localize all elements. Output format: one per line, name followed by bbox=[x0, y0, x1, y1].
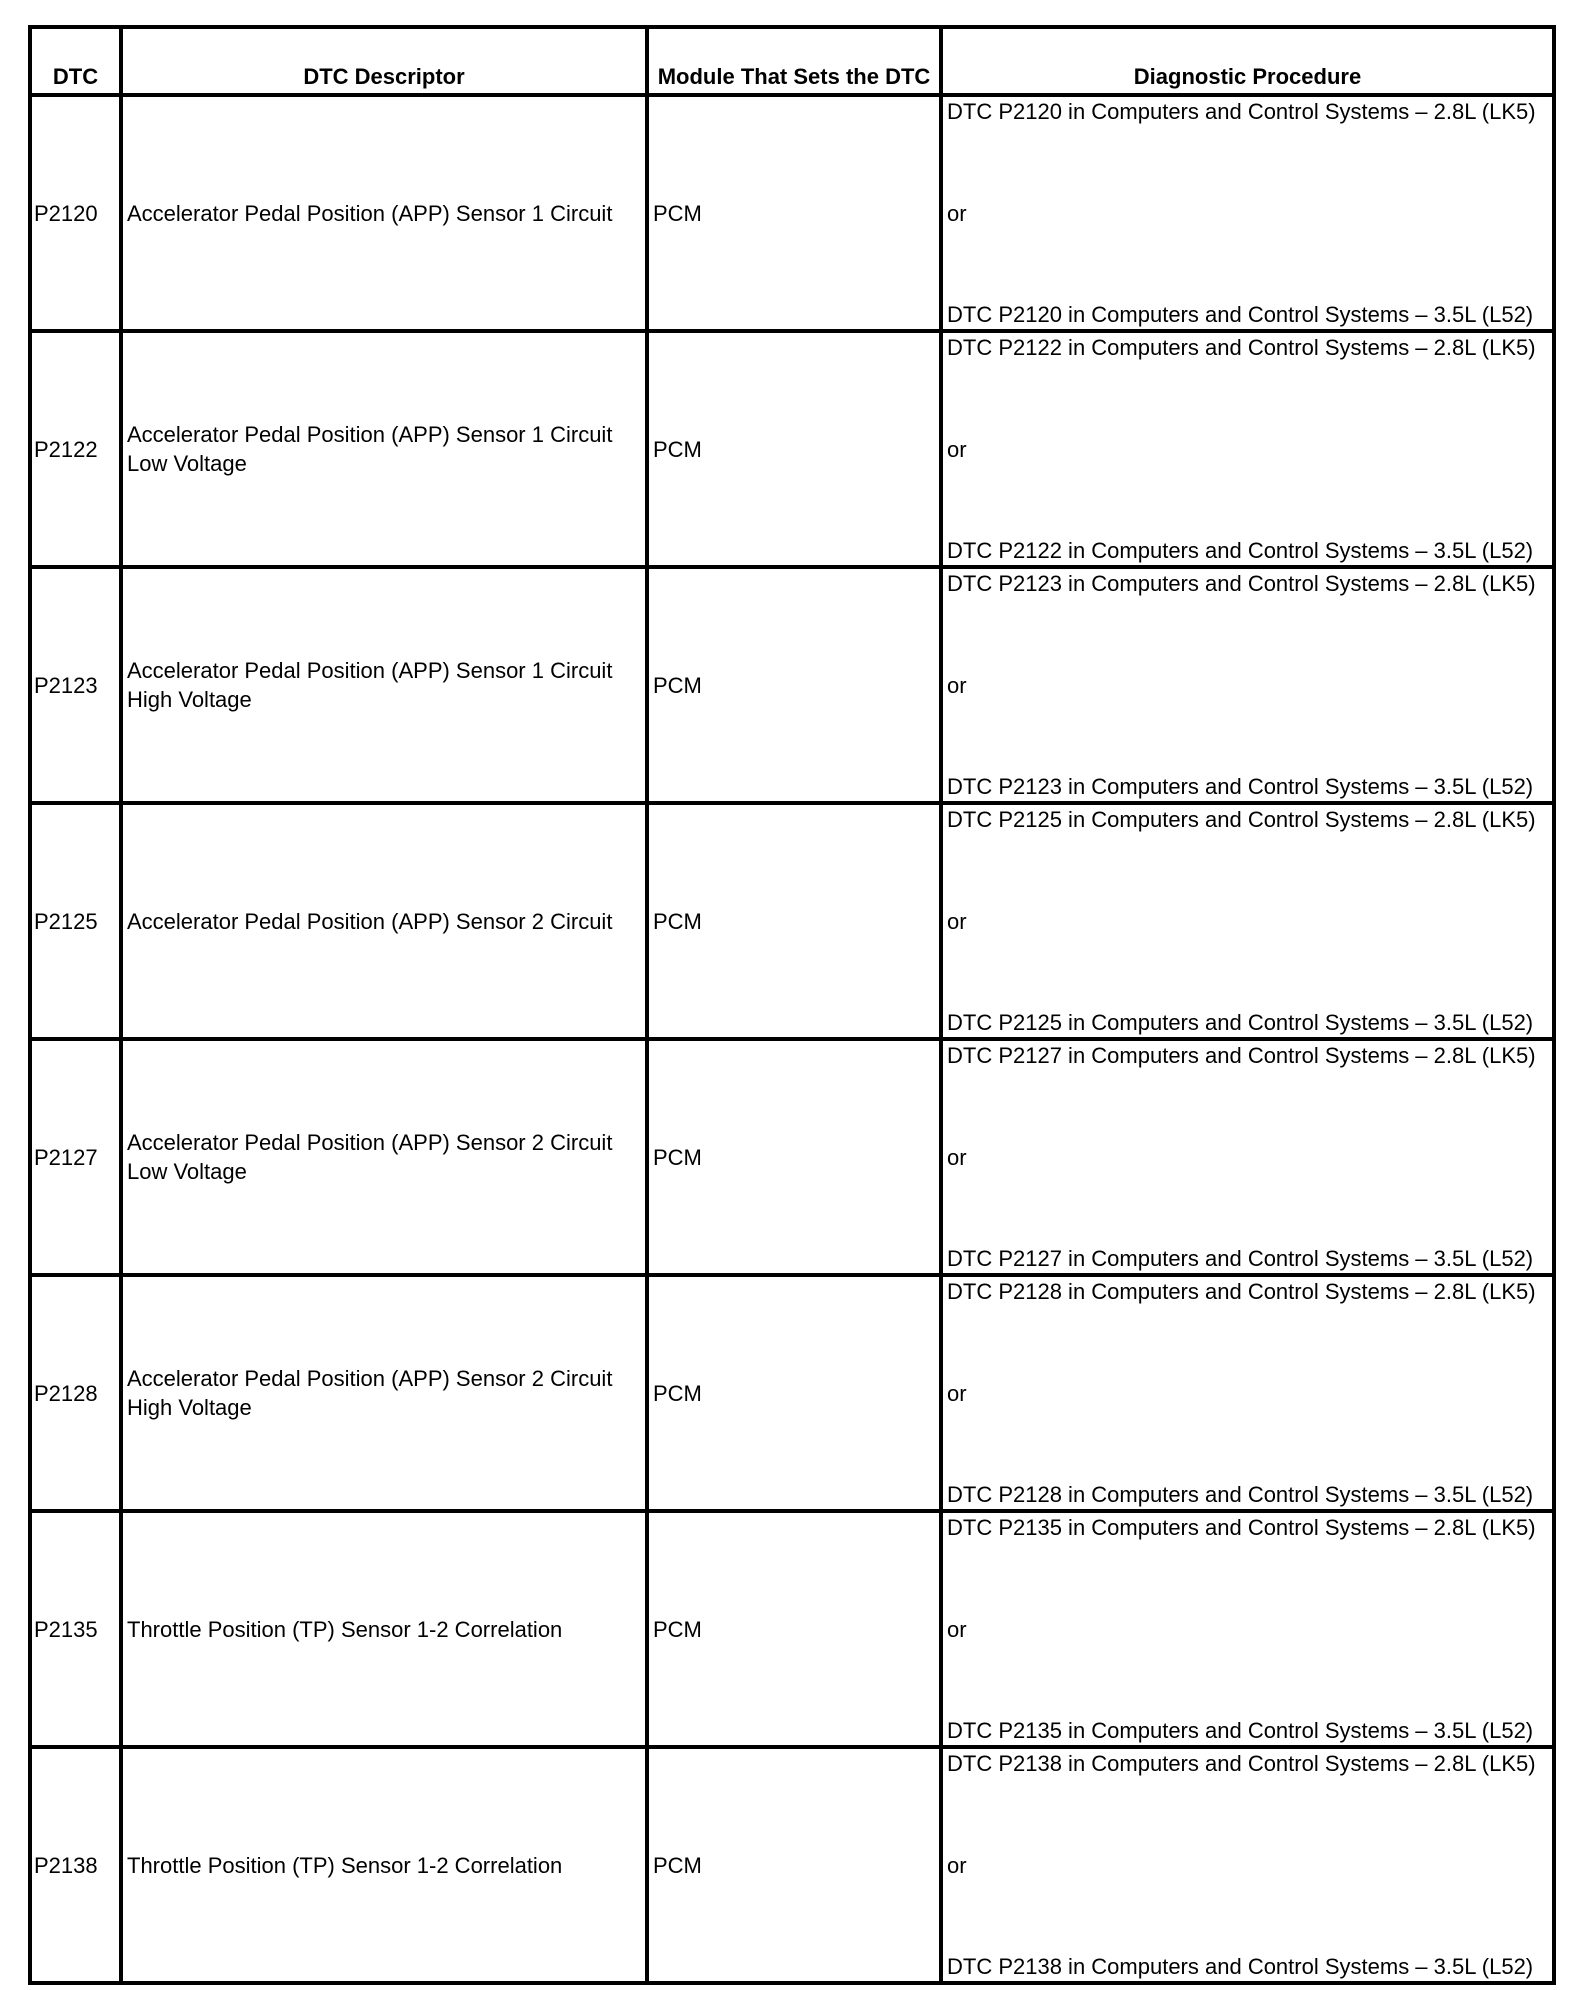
module: PCM bbox=[645, 1745, 943, 1985]
module: PCM bbox=[645, 1037, 943, 1277]
procedure-link-2.8l[interactable]: DTC P2135 in Computers and Control Syste… bbox=[947, 1515, 1536, 1540]
procedure-link-2.8l[interactable]: DTC P2127 in Computers and Control Syste… bbox=[947, 1043, 1536, 1068]
procedure-link-2.8l[interactable]: DTC P2128 in Computers and Control Syste… bbox=[947, 1279, 1536, 1304]
procedure-link-2.8l[interactable]: DTC P2123 in Computers and Control Syste… bbox=[947, 571, 1536, 596]
procedure-link-2.8l[interactable]: DTC P2120 in Computers and Control Syste… bbox=[947, 99, 1536, 124]
procedure-link-3.5l[interactable]: DTC P2127 in Computers and Control Syste… bbox=[947, 1246, 1534, 1271]
diagnostic-procedure: DTC P2122 in Computers and Control Syste… bbox=[939, 329, 1556, 569]
diagnostic-procedure: DTC P2128 in Computers and Control Syste… bbox=[939, 1273, 1556, 1513]
procedure-link-2.8l[interactable]: DTC P2125 in Computers and Control Syste… bbox=[947, 807, 1536, 832]
table-row: P2138 Throttle Position (TP) Sensor 1-2 … bbox=[28, 1745, 1556, 1985]
diagnostic-procedure: DTC P2125 in Computers and Control Syste… bbox=[939, 801, 1556, 1041]
dtc-descriptor: Accelerator Pedal Position (APP) Sensor … bbox=[119, 565, 649, 805]
procedure-link-2.8l[interactable]: DTC P2122 in Computers and Control Syste… bbox=[947, 335, 1536, 360]
dtc-descriptor: Throttle Position (TP) Sensor 1-2 Correl… bbox=[119, 1745, 649, 1985]
or-text: or bbox=[947, 1380, 967, 1406]
header-procedure: Diagnostic Procedure bbox=[939, 25, 1556, 97]
dtc-descriptor: Accelerator Pedal Position (APP) Sensor … bbox=[119, 1037, 649, 1277]
procedure-link-3.5l[interactable]: DTC P2123 in Computers and Control Syste… bbox=[947, 774, 1534, 799]
dtc-code: P2135 bbox=[28, 1509, 123, 1749]
header-module: Module That Sets the DTC bbox=[645, 25, 943, 97]
diagnostic-procedure: DTC P2120 in Computers and Control Syste… bbox=[939, 93, 1556, 333]
or-text: or bbox=[947, 436, 967, 462]
dtc-code: P2120 bbox=[28, 93, 123, 333]
diagnostic-procedure: DTC P2123 in Computers and Control Syste… bbox=[939, 565, 1556, 805]
procedure-link-3.5l[interactable]: DTC P2128 in Computers and Control Syste… bbox=[947, 1482, 1534, 1507]
table-row: P2120 Accelerator Pedal Position (APP) S… bbox=[28, 93, 1556, 333]
table-row: P2127 Accelerator Pedal Position (APP) S… bbox=[28, 1037, 1556, 1277]
module: PCM bbox=[645, 1509, 943, 1749]
dtc-table: DTC DTC Descriptor Module That Sets the … bbox=[28, 25, 1556, 1985]
or-text: or bbox=[947, 908, 967, 934]
dtc-descriptor: Accelerator Pedal Position (APP) Sensor … bbox=[119, 801, 649, 1041]
dtc-code: P2128 bbox=[28, 1273, 123, 1513]
procedure-link-3.5l[interactable]: DTC P2135 in Computers and Control Syste… bbox=[947, 1718, 1534, 1743]
procedure-link-3.5l[interactable]: DTC P2122 in Computers and Control Syste… bbox=[947, 538, 1534, 563]
or-text: or bbox=[947, 1852, 967, 1878]
or-text: or bbox=[947, 1616, 967, 1642]
dtc-descriptor: Accelerator Pedal Position (APP) Sensor … bbox=[119, 93, 649, 333]
diagnostic-procedure: DTC P2135 in Computers and Control Syste… bbox=[939, 1509, 1556, 1749]
header-row: DTC DTC Descriptor Module That Sets the … bbox=[28, 25, 1556, 97]
dtc-code: P2123 bbox=[28, 565, 123, 805]
table-row: P2125 Accelerator Pedal Position (APP) S… bbox=[28, 801, 1556, 1041]
procedure-link-3.5l[interactable]: DTC P2120 in Computers and Control Syste… bbox=[947, 302, 1534, 327]
dtc-code: P2127 bbox=[28, 1037, 123, 1277]
module: PCM bbox=[645, 801, 943, 1041]
table-row: P2128 Accelerator Pedal Position (APP) S… bbox=[28, 1273, 1556, 1513]
dtc-descriptor: Accelerator Pedal Position (APP) Sensor … bbox=[119, 1273, 649, 1513]
table-row: P2135 Throttle Position (TP) Sensor 1-2 … bbox=[28, 1509, 1556, 1749]
header-descriptor: DTC Descriptor bbox=[119, 25, 649, 97]
diagnostic-procedure: DTC P2127 in Computers and Control Syste… bbox=[939, 1037, 1556, 1277]
dtc-descriptor: Throttle Position (TP) Sensor 1-2 Correl… bbox=[119, 1509, 649, 1749]
procedure-link-3.5l[interactable]: DTC P2125 in Computers and Control Syste… bbox=[947, 1010, 1534, 1035]
or-text: or bbox=[947, 200, 967, 226]
module: PCM bbox=[645, 1273, 943, 1513]
procedure-link-2.8l[interactable]: DTC P2138 in Computers and Control Syste… bbox=[947, 1751, 1536, 1776]
table-row: P2123 Accelerator Pedal Position (APP) S… bbox=[28, 565, 1556, 805]
dtc-code: P2138 bbox=[28, 1745, 123, 1985]
header-dtc: DTC bbox=[28, 25, 123, 97]
diagnostic-procedure: DTC P2138 in Computers and Control Syste… bbox=[939, 1745, 1556, 1985]
dtc-code: P2122 bbox=[28, 329, 123, 569]
or-text: or bbox=[947, 672, 967, 698]
module: PCM bbox=[645, 329, 943, 569]
dtc-code: P2125 bbox=[28, 801, 123, 1041]
module: PCM bbox=[645, 565, 943, 805]
procedure-link-3.5l[interactable]: DTC P2138 in Computers and Control Syste… bbox=[947, 1954, 1534, 1979]
or-text: or bbox=[947, 1144, 967, 1170]
module: PCM bbox=[645, 93, 943, 333]
dtc-descriptor: Accelerator Pedal Position (APP) Sensor … bbox=[119, 329, 649, 569]
table-row: P2122 Accelerator Pedal Position (APP) S… bbox=[28, 329, 1556, 569]
